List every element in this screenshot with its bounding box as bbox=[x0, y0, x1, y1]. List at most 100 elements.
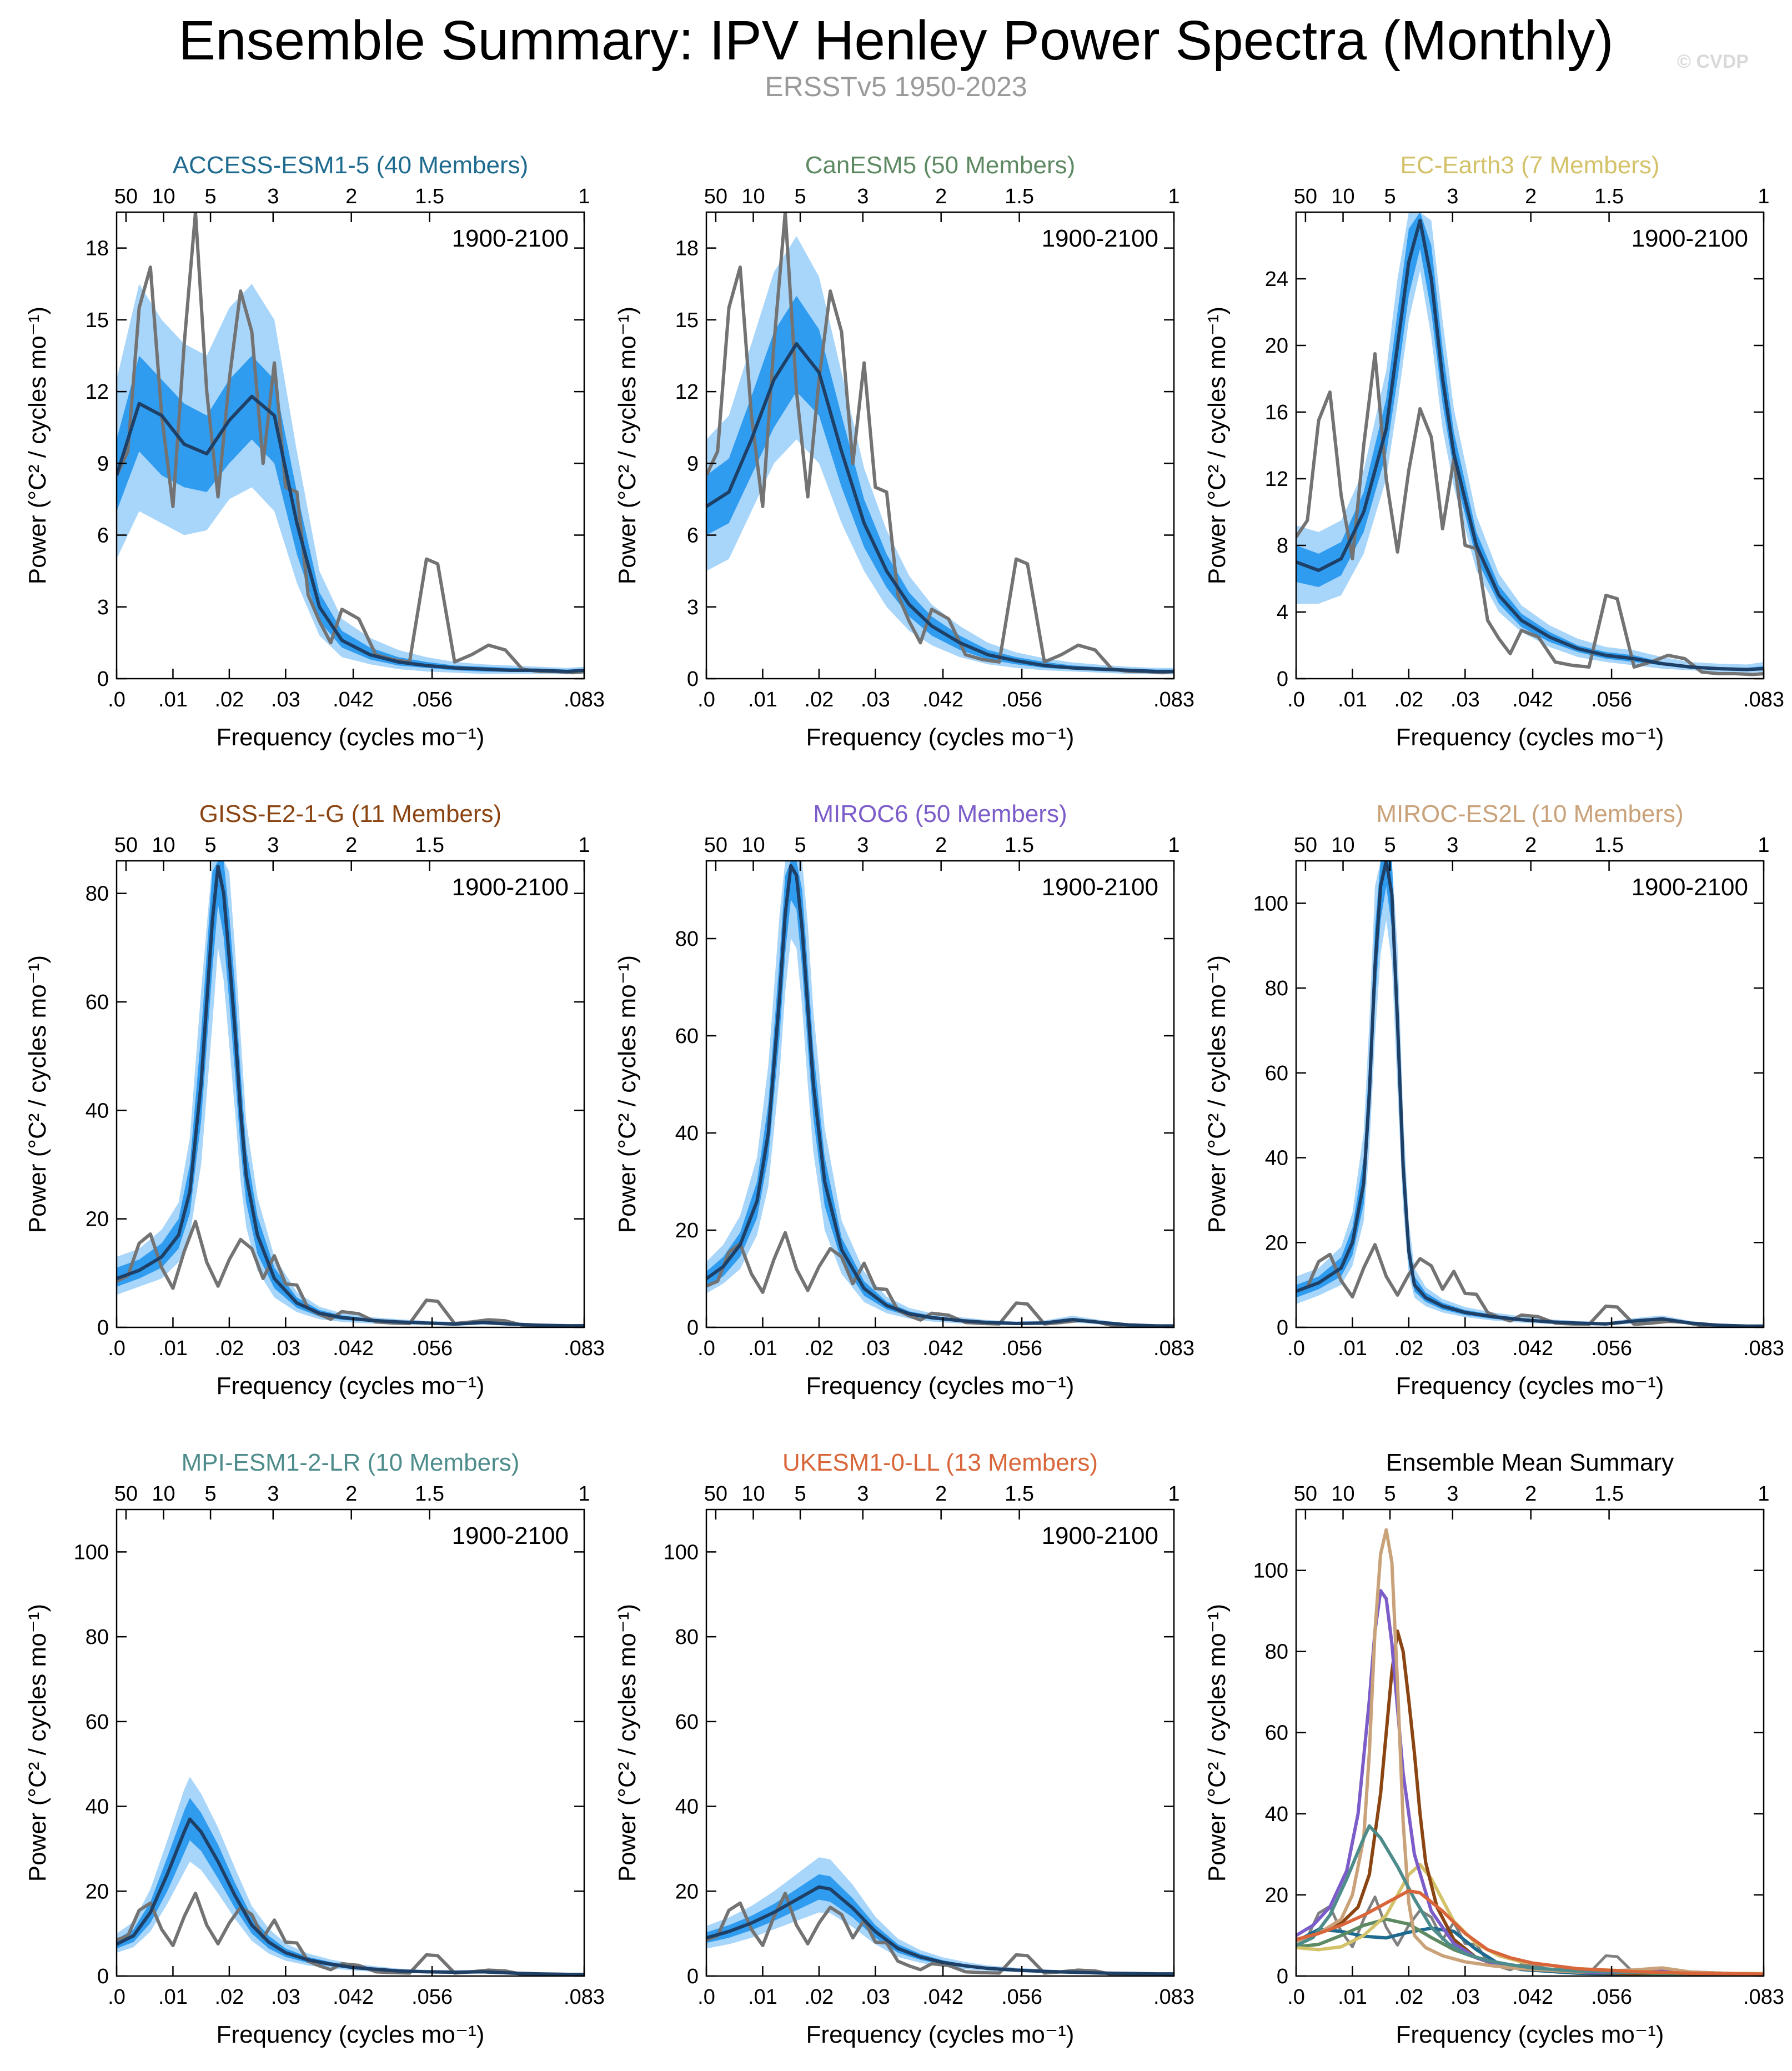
x-tick-label: .02 bbox=[1394, 688, 1423, 711]
y-tick-label: 40 bbox=[1265, 1147, 1288, 1170]
y-tick-label: 60 bbox=[86, 1711, 109, 1734]
y-tick-label: 3 bbox=[687, 596, 699, 619]
top-tick-label: 5 bbox=[1384, 834, 1396, 857]
period-label: 1900-2100 bbox=[452, 1522, 569, 1550]
x-tick-label: .03 bbox=[861, 1985, 890, 2009]
y-tick-label: 40 bbox=[675, 1122, 699, 1145]
observation-line bbox=[1296, 352, 1764, 676]
plot-area bbox=[117, 212, 584, 675]
panel: 0 3 6 9 12 15 18 .0 .01 .02 .03 .042 .056 .083 50 10 5 3 2… bbox=[24, 152, 605, 751]
y-axis-label: Power (°C² / cycles mo⁻¹) bbox=[614, 955, 641, 1233]
x-axis-label: Frequency (cycles mo⁻¹) bbox=[806, 1372, 1075, 1400]
panel: 0 20 40 60 80 100 .0 .01 .02 .03 .042 .056 .083 50 10 5… bbox=[1203, 1449, 1784, 2048]
plot-area bbox=[117, 861, 584, 1327]
top-tick-label: 50 bbox=[114, 834, 138, 857]
y-tick-label: 100 bbox=[74, 1541, 109, 1564]
x-axis-label: Frequency (cycles mo⁻¹) bbox=[806, 724, 1075, 751]
y-tick-label: 12 bbox=[86, 380, 109, 404]
y-tick-label: 0 bbox=[97, 1965, 109, 1988]
x-tick-label: .042 bbox=[922, 1337, 963, 1360]
x-axis-label: Frequency (cycles mo⁻¹) bbox=[217, 724, 485, 751]
plot-frame bbox=[116, 211, 585, 680]
top-tick-label: 10 bbox=[1331, 834, 1354, 857]
y-tick-label: 40 bbox=[86, 1796, 109, 1819]
plot-frame bbox=[116, 1508, 585, 1977]
y-tick-label: 15 bbox=[675, 309, 699, 332]
period-label: 1900-2100 bbox=[1042, 225, 1158, 252]
y-tick-label: 80 bbox=[1265, 1641, 1288, 1664]
panel-title: MIROC6 (50 Members) bbox=[813, 800, 1067, 828]
y-tick-label: 0 bbox=[1277, 1965, 1288, 1988]
top-tick-label: 5 bbox=[205, 834, 217, 857]
y-tick-label: 6 bbox=[97, 524, 109, 548]
panel-title: MIROC-ES2L (10 Members) bbox=[1376, 800, 1683, 828]
x-tick-label: .042 bbox=[333, 688, 374, 711]
plot-area bbox=[706, 1857, 1174, 1976]
x-axis-label: Frequency (cycles mo⁻¹) bbox=[1396, 2021, 1664, 2048]
spread-band-25-75 bbox=[1296, 212, 1764, 671]
x-tick-label: .01 bbox=[748, 1337, 777, 1360]
y-tick-label: 9 bbox=[687, 452, 699, 475]
x-tick-label: .01 bbox=[1338, 1985, 1367, 2009]
x-tick-label: .083 bbox=[564, 1337, 605, 1360]
top-tick-label: 1 bbox=[1758, 1482, 1769, 1506]
top-tick-label: 2 bbox=[1525, 1482, 1537, 1506]
top-tick-label: 5 bbox=[795, 185, 806, 208]
x-tick-label: .056 bbox=[1591, 1985, 1632, 2009]
y-tick-label: 0 bbox=[687, 1965, 699, 1988]
top-tick-label: 2 bbox=[935, 185, 947, 208]
y-tick-label: 80 bbox=[86, 1626, 109, 1649]
x-tick-label: .083 bbox=[1153, 1337, 1194, 1360]
top-tick-label: 5 bbox=[1384, 185, 1396, 208]
y-tick-label: 3 bbox=[97, 596, 109, 619]
top-tick-label: 5 bbox=[795, 1482, 806, 1506]
x-tick-label: .02 bbox=[214, 1337, 244, 1360]
x-tick-label: .01 bbox=[158, 1337, 188, 1360]
top-tick-label: 3 bbox=[267, 1482, 279, 1506]
top-tick-label: 1 bbox=[1168, 185, 1179, 208]
top-tick-label: 5 bbox=[205, 185, 217, 208]
x-tick-label: .056 bbox=[411, 688, 453, 711]
y-tick-label: 0 bbox=[97, 1316, 109, 1340]
top-tick-label: 1.5 bbox=[1005, 1482, 1034, 1506]
y-tick-label: 24 bbox=[1265, 268, 1288, 291]
x-tick-label: .056 bbox=[1591, 688, 1632, 711]
panel: 0 3 6 9 12 15 18 .0 .01 .02 .03 .042 .056 .083 50 10 5 3 2… bbox=[614, 152, 1194, 751]
ensemble-mean-line bbox=[1296, 861, 1764, 1327]
x-tick-label: .03 bbox=[861, 688, 890, 711]
top-tick-label: 1.5 bbox=[1594, 834, 1624, 857]
spread-band-5-95 bbox=[1296, 212, 1764, 673]
top-tick-label: 3 bbox=[857, 185, 869, 208]
top-tick-label: 3 bbox=[1447, 1482, 1458, 1506]
top-tick-label: 2 bbox=[1525, 834, 1537, 857]
y-axis-label: Power (°C² / cycles mo⁻¹) bbox=[614, 307, 641, 584]
plot-area bbox=[117, 1777, 584, 1976]
y-axis-label: Power (°C² / cycles mo⁻¹) bbox=[614, 1604, 641, 1882]
top-tick-label: 2 bbox=[1525, 185, 1537, 208]
y-tick-label: 100 bbox=[664, 1541, 699, 1564]
spread-band-5-95 bbox=[117, 1777, 584, 1975]
y-tick-label: 12 bbox=[1265, 468, 1288, 491]
y-axis-label: Power (°C² / cycles mo⁻¹) bbox=[24, 307, 51, 584]
x-tick-label: .042 bbox=[333, 1337, 374, 1360]
panel: 0 20 40 60 80 .0 .01 .02 .03 .042 .056 .083 50 10 5 3 2 1… bbox=[24, 800, 605, 1400]
top-tick-label: 2 bbox=[345, 834, 357, 857]
plot-frame bbox=[1295, 211, 1765, 680]
top-tick-label: 2 bbox=[345, 185, 357, 208]
top-tick-label: 10 bbox=[741, 834, 765, 857]
panel: 0 20 40 60 80 100 .0 .01 .02 .03 .042 .056 .083 50 10 5… bbox=[24, 1449, 605, 2048]
top-tick-label: 2 bbox=[345, 1482, 357, 1506]
panel-title: UKESM1-0-LL (13 Members) bbox=[782, 1449, 1098, 1476]
y-tick-label: 12 bbox=[675, 380, 699, 404]
y-tick-label: 0 bbox=[97, 668, 109, 691]
period-label: 1900-2100 bbox=[452, 225, 569, 252]
plot-frame bbox=[1295, 860, 1765, 1328]
top-tick-label: 50 bbox=[1294, 834, 1317, 857]
top-tick-label: 1.5 bbox=[1594, 185, 1624, 208]
model-mean-line bbox=[1296, 1528, 1764, 1976]
x-axis-label: Frequency (cycles mo⁻¹) bbox=[806, 2021, 1075, 2048]
x-tick-label: .083 bbox=[1743, 1985, 1784, 2009]
y-tick-label: 20 bbox=[1265, 1884, 1288, 1907]
x-tick-label: .0 bbox=[108, 1985, 126, 2009]
x-tick-label: .02 bbox=[214, 688, 244, 711]
